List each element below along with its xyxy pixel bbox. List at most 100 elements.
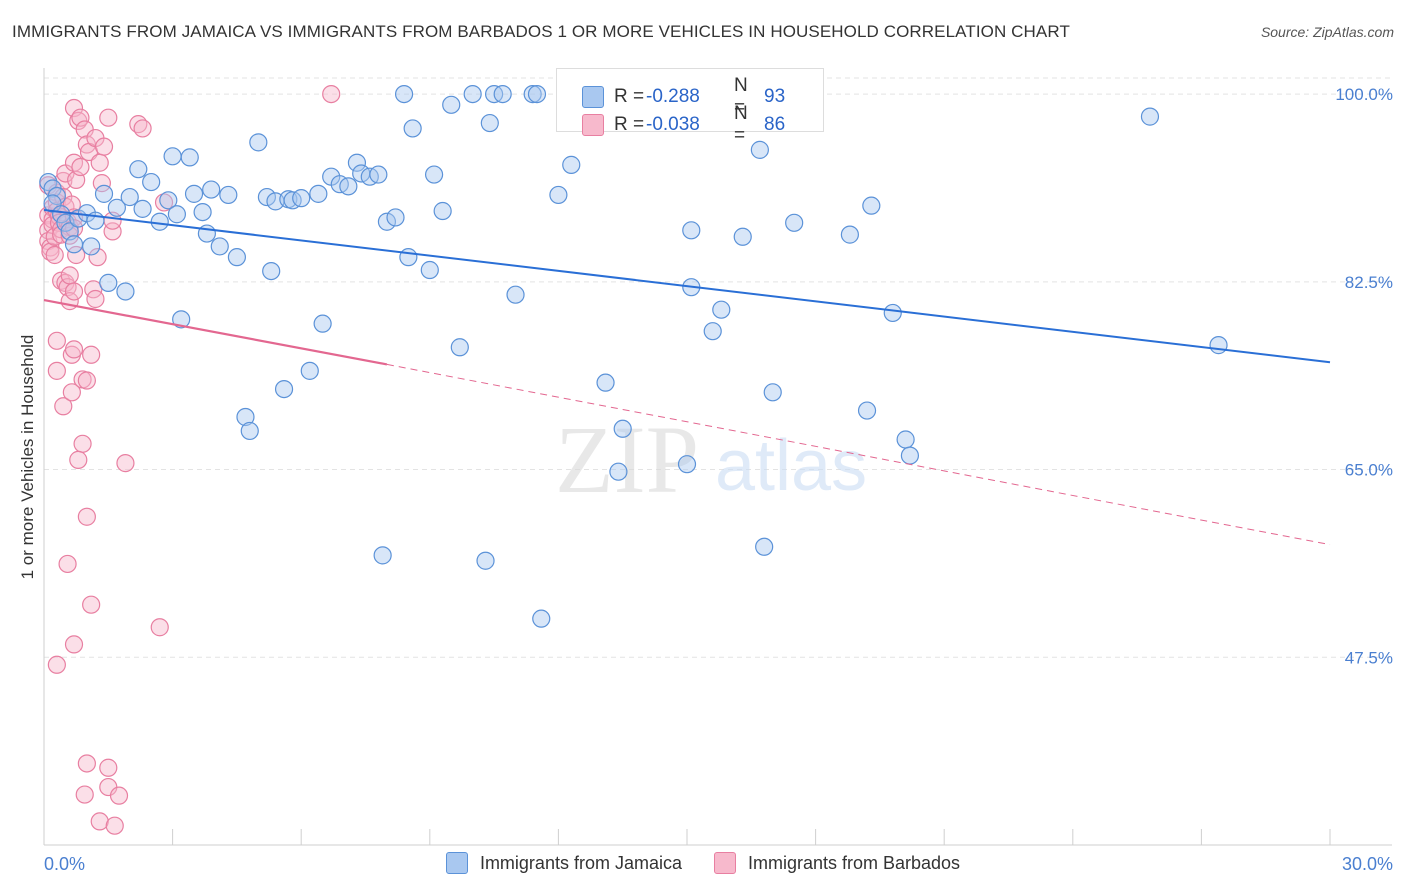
barbados-trend-extension	[386, 363, 1331, 546]
barbados-point	[75, 785, 94, 804]
jamaica-point	[703, 322, 722, 341]
jamaica-point	[785, 213, 804, 232]
jamaica-swatch	[445, 852, 468, 874]
legend-label-jamaica: Immigrants from Jamaica	[479, 852, 682, 873]
barbados-point	[322, 84, 341, 104]
jamaica-point	[240, 421, 259, 441]
jamaica-point	[862, 196, 881, 215]
jamaica-point	[596, 373, 615, 392]
jamaica-point	[549, 185, 568, 205]
barbados-point	[92, 174, 111, 193]
jamaica-point	[420, 260, 439, 280]
barbados-point	[105, 816, 124, 835]
jamaica-point	[450, 338, 469, 357]
barbados-point	[69, 450, 88, 469]
jamaica-point	[257, 187, 277, 207]
jamaica-point	[900, 446, 920, 465]
jamaica-point	[120, 187, 139, 207]
barbados-point	[82, 345, 101, 364]
jamaica-point	[840, 225, 859, 244]
jamaica-point	[292, 189, 311, 208]
jamaica-point	[52, 205, 71, 224]
barbados-swatch	[713, 852, 736, 874]
jamaica-point	[463, 84, 482, 104]
barbados-point	[82, 595, 101, 614]
watermark-zip: ZIP	[555, 406, 699, 513]
barbados-point	[58, 554, 77, 574]
jamaica-point	[159, 191, 178, 210]
legend-item-barbados[interactable]: Immigrants from Barbados	[713, 852, 961, 874]
r-label: R =	[614, 86, 645, 107]
jamaica-point	[309, 184, 328, 203]
barbados-point	[150, 618, 169, 637]
stats-legend: R = -0.288 N = 93 R = -0.038 N = 86	[556, 68, 824, 146]
source-label: Source: ZipAtlas.com	[1260, 24, 1394, 40]
jamaica-point	[236, 407, 255, 427]
jamaica-point	[677, 455, 697, 474]
barbados-point	[77, 754, 96, 773]
jamaica-point	[339, 177, 358, 196]
grid-lines	[44, 77, 1392, 658]
jamaica-point	[133, 199, 152, 218]
jamaica-point	[129, 160, 148, 179]
chart-title: IMMIGRANTS FROM JAMAICA VS IMMIGRANTS FR…	[12, 22, 1070, 41]
barbados-point	[67, 245, 86, 265]
jamaica-point	[883, 303, 902, 323]
x-tick-label: 30.0%	[1342, 854, 1393, 874]
jamaica-point	[377, 212, 397, 231]
jamaica-point	[262, 261, 281, 281]
barbados-trend-line	[43, 298, 388, 366]
legend-row-barbados: R = -0.038 N = 86	[582, 103, 785, 147]
barbados-point	[77, 507, 96, 526]
n-label: N =	[734, 103, 748, 146]
barbados-point	[64, 282, 84, 301]
n-label: N =	[734, 75, 748, 118]
barbados-point	[99, 758, 118, 777]
legend-item-jamaica[interactable]: Immigrants from Jamaica	[445, 852, 682, 874]
jamaica-point	[386, 208, 405, 227]
y-tick-label: 47.5%	[1345, 648, 1393, 667]
y-tick-label: 65.0%	[1345, 461, 1393, 480]
jamaica-point	[373, 546, 392, 565]
jamaica-point	[613, 419, 632, 438]
jamaica-point	[750, 140, 769, 159]
barbados-point	[99, 108, 118, 127]
barbados-point	[73, 434, 92, 453]
jamaica-point	[857, 401, 877, 420]
jamaica-point	[433, 201, 452, 221]
jamaica-point	[300, 361, 319, 380]
jamaica-swatch	[582, 86, 604, 108]
jamaica-point	[480, 113, 499, 133]
jamaica-point	[733, 227, 752, 246]
jamaica-point	[403, 119, 422, 138]
jamaica-point	[506, 285, 525, 304]
n-value: 93	[764, 86, 786, 107]
axes	[43, 68, 1392, 846]
r-label: R =	[614, 114, 645, 135]
legend-label-barbados: Immigrants from Barbados	[747, 852, 961, 873]
jamaica-points	[39, 84, 1228, 628]
barbados-swatch	[582, 114, 604, 136]
barbados-point	[71, 157, 90, 177]
tick-labels: 47.5% 65.0% 82.5% 100.0% 0.0% 30.0%	[44, 85, 1393, 874]
jamaica-point	[99, 273, 118, 292]
jamaica-point	[64, 235, 84, 254]
jamaica-point	[150, 212, 169, 231]
jamaica-point	[369, 165, 388, 184]
jamaica-point	[609, 462, 628, 481]
barbados-point	[64, 340, 84, 359]
barbados-points	[39, 84, 341, 835]
y-tick-label: 100.0%	[1335, 85, 1393, 104]
barbados-point	[71, 108, 90, 127]
jamaica-point	[172, 310, 191, 329]
watermark-atlas: atlas	[715, 426, 867, 506]
trend-lines	[43, 208, 1331, 546]
jamaica-point	[562, 155, 581, 174]
jamaica-point	[532, 609, 551, 628]
barbados-point	[64, 635, 84, 654]
barbados-point	[47, 655, 66, 674]
jamaica-point	[193, 202, 212, 222]
barbados-point	[47, 361, 66, 380]
jamaica-point	[142, 172, 161, 192]
